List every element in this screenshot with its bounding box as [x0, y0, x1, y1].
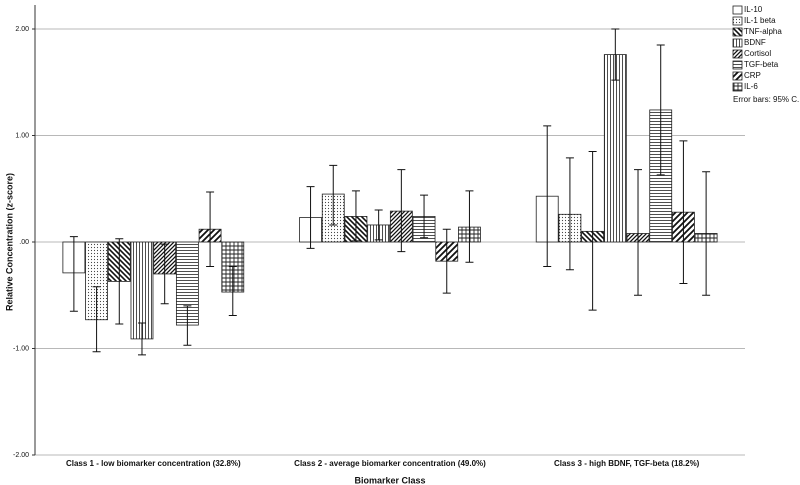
y-axis-title: Relative Concentration (z-score) — [4, 173, 14, 311]
legend-swatch — [732, 27, 743, 37]
error-bar — [420, 194, 429, 239]
error-bar — [329, 164, 338, 226]
error-bar — [92, 286, 101, 353]
error-bar — [183, 305, 192, 346]
legend-swatch — [732, 82, 743, 92]
x-tick-label: Class 3 - high BDNF, TGF-beta (18.2%) — [554, 459, 700, 468]
error-bar — [634, 169, 643, 296]
y-tick-label: -2.00 — [13, 452, 29, 459]
legend-swatch — [732, 71, 743, 81]
y-tick-label: -1.00 — [13, 345, 29, 352]
y-tick-label: 1.00 — [15, 132, 29, 139]
legend-swatch — [732, 49, 743, 59]
error-bar — [442, 228, 451, 294]
legend-label: CRP — [744, 71, 761, 80]
error-bar — [137, 322, 146, 356]
legend-label: BDNF — [744, 38, 766, 47]
bar — [603, 54, 627, 243]
error-bar — [588, 150, 597, 311]
error-bar — [465, 190, 474, 263]
x-tick-label: Class 2 - average biomarker concentratio… — [294, 459, 486, 468]
error-bar — [69, 236, 78, 312]
error-bar — [397, 169, 406, 253]
annotation: Error bars: 95% C.I. — [733, 95, 800, 104]
legend-swatch — [732, 60, 743, 70]
error-bar — [160, 243, 169, 305]
legend-swatch — [732, 5, 743, 15]
legend-label: Cortisol — [744, 49, 771, 58]
legend-label: IL-6 — [744, 82, 758, 91]
error-bar — [543, 125, 552, 267]
x-tick-label: Class 1 - low biomarker concentration (3… — [66, 459, 241, 468]
y-tick-label: 2.00 — [15, 26, 29, 33]
error-bar — [228, 265, 237, 316]
error-bar — [306, 186, 315, 249]
legend-label: IL-10 — [744, 5, 763, 14]
error-bar — [206, 191, 215, 267]
legend-label: TGF-beta — [744, 60, 779, 69]
legend-label: TNF-alpha — [744, 27, 782, 36]
y-tick-label: .00 — [19, 239, 29, 246]
error-bar — [115, 238, 124, 325]
legend-label: IL-1 beta — [744, 16, 776, 25]
error-bar — [656, 44, 665, 176]
x-axis-title: Biomarker Class — [354, 475, 425, 485]
error-bar — [679, 140, 688, 285]
legend-swatch — [732, 16, 743, 26]
error-bar — [351, 190, 360, 242]
error-bar — [565, 157, 574, 271]
legend-swatch — [732, 38, 743, 48]
error-bar — [374, 209, 383, 241]
error-bar — [702, 171, 711, 296]
error-bar — [611, 28, 620, 81]
